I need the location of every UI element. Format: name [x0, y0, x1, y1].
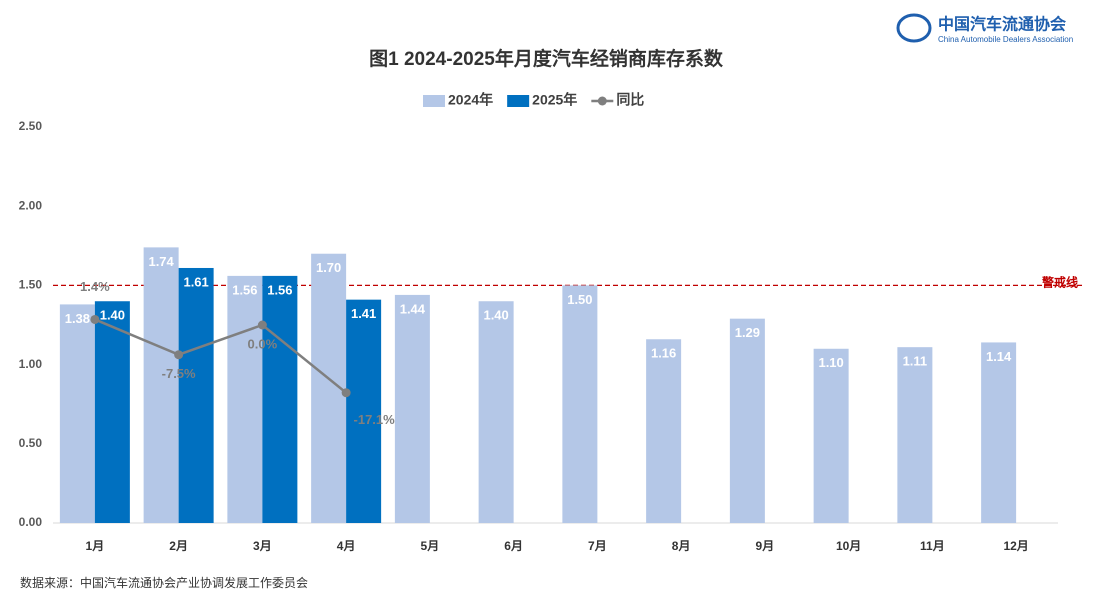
bar	[729, 318, 765, 523]
x-tick-label: 8月	[672, 539, 691, 553]
data-label: -17.1%	[354, 412, 396, 427]
y-tick-label: 2.50	[19, 119, 43, 133]
legend-swatch	[597, 96, 607, 106]
data-label: 1.56	[232, 282, 257, 297]
x-tick-label: 4月	[337, 539, 356, 553]
data-label: 1.56	[267, 282, 292, 297]
y-tick-label: 0.50	[19, 436, 43, 450]
x-tick-label: 9月	[756, 539, 775, 553]
bar	[59, 304, 95, 523]
legend-swatch	[423, 95, 445, 107]
source-note: 数据来源：中国汽车流通协会产业协调发展工作委员会	[20, 575, 308, 590]
data-label: 1.61	[183, 274, 208, 289]
x-tick-label: 7月	[588, 539, 607, 553]
data-label: 1.11	[903, 354, 928, 369]
bar	[178, 267, 214, 523]
logo-name: 中国汽车流通协会	[938, 15, 1066, 34]
legend-label: 2024年	[448, 92, 493, 108]
data-label: 1.4%	[80, 279, 110, 294]
bar	[227, 275, 263, 523]
data-label: -7.5%	[162, 366, 196, 381]
x-tick-label: 2月	[169, 539, 188, 553]
data-label: 1.50	[567, 292, 592, 307]
bar	[646, 339, 682, 523]
data-label: 1.38	[65, 311, 90, 326]
bar	[94, 301, 130, 523]
line-marker	[174, 350, 184, 360]
x-tick-label: 12月	[1003, 539, 1028, 553]
y-tick-label: 0.00	[19, 515, 43, 529]
data-label: 1.16	[651, 346, 676, 361]
bar	[394, 294, 430, 523]
x-tick-label: 10月	[836, 539, 861, 553]
line-marker	[90, 314, 100, 324]
data-label: 1.74	[148, 254, 174, 269]
y-tick-label: 1.00	[19, 357, 43, 371]
logo: 中国汽车流通协会 China Automobile Dealers Associ…	[896, 13, 1073, 44]
legend-label: 同比	[616, 92, 644, 108]
y-tick-label: 1.50	[19, 278, 43, 292]
bar	[262, 275, 298, 523]
bar	[478, 301, 514, 523]
data-label: 0.0%	[248, 336, 278, 351]
bar	[143, 247, 179, 523]
reference-label: 警戒线	[1041, 275, 1078, 290]
bar	[562, 285, 598, 523]
data-label: 1.70	[316, 260, 341, 275]
x-tick-label: 5月	[421, 539, 440, 553]
line-marker	[341, 388, 351, 398]
data-label: 1.40	[100, 308, 125, 323]
bar	[981, 342, 1017, 523]
y-tick-label: 2.00	[19, 198, 43, 212]
x-tick-label: 1月	[86, 539, 105, 553]
line-marker	[257, 320, 267, 330]
logo-english: China Automobile Dealers Association	[938, 35, 1073, 44]
chart-title: 图1 2024-2025年月度汽车经销商库存系数	[369, 47, 724, 70]
line	[94, 318, 347, 394]
x-tick-label: 3月	[253, 539, 272, 553]
x-tick-label: 6月	[504, 539, 523, 553]
data-label: 1.41	[351, 306, 376, 321]
x-tick-label: 11月	[920, 539, 945, 553]
bar	[346, 299, 382, 523]
legend-label: 2025年	[532, 92, 577, 108]
data-label: 1.44	[400, 301, 426, 316]
data-label: 1.10	[818, 355, 843, 370]
data-label: 1.29	[735, 325, 760, 340]
legend-swatch	[507, 95, 530, 107]
logo-mark	[896, 13, 932, 43]
bar	[897, 347, 933, 523]
bar	[813, 348, 849, 523]
data-label: 1.14	[986, 349, 1012, 364]
data-label: 1.40	[483, 308, 508, 323]
